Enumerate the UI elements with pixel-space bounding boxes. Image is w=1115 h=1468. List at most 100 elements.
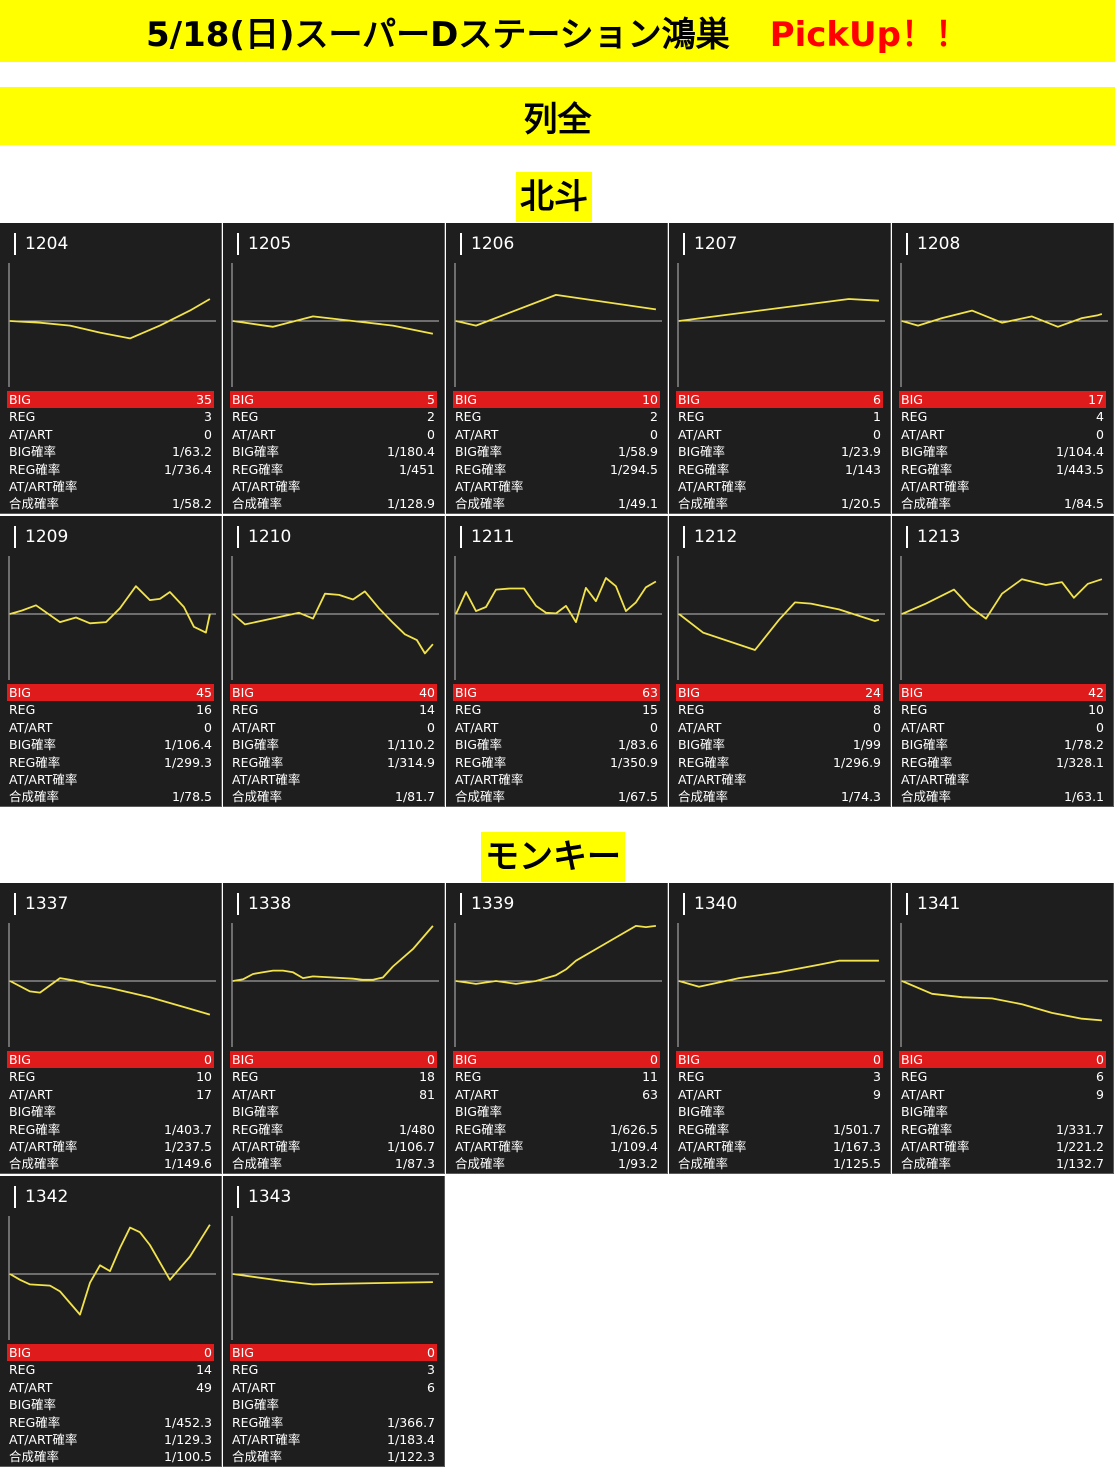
machine-card[interactable]: 1204 BIG 35 REG 3 AT/ART 0 BIG確率 1/63.2 REG確率 1/73… (0, 223, 222, 514)
stat-label: 合成確率 (455, 496, 506, 512)
stat-label: REG確率 (232, 461, 284, 477)
machine-card[interactable]: 1209 BIG 45 REG 16 AT/ART 0 BIG確率 1/106.4 REG確率 1/… (0, 516, 222, 807)
stat-value: 1/84.5 (1064, 496, 1104, 512)
reg-rate-row: REG確率 1/314.9 (230, 754, 437, 771)
total-rate-row: 合成確率 1/87.3 (230, 1155, 437, 1172)
stat-value: 1/63.2 (172, 444, 212, 460)
stat-value: 1/736.4 (164, 461, 212, 477)
stat-value: 18 (419, 1069, 435, 1085)
stat-value: 1/132.7 (1056, 1156, 1104, 1172)
at-rate-row: AT/ART確率 (230, 771, 437, 788)
big-rate-row: BIG確率 1/106.4 (7, 736, 214, 753)
big-row: BIG 0 (7, 1051, 214, 1069)
subtitle-banner: 列全 (0, 87, 1115, 145)
big-rate-row: BIG確率 1/23.9 (676, 443, 883, 460)
machine-card[interactable]: 1213 BIG 42 REG 10 AT/ART 0 BIG確率 1/78.2 REG確率 1/3… (892, 516, 1114, 807)
reg-row: REG 10 (899, 701, 1106, 718)
big-rate-row: BIG確率 (676, 1103, 883, 1120)
stat-value: 1/122.3 (387, 1449, 435, 1465)
at-rate-row: AT/ART確率 1/237.5 (7, 1138, 214, 1155)
machine-card[interactable]: 1337 BIG 0 REG 10 AT/ART 17 BIG確率 REG確率 1/403.7 AT… (0, 883, 222, 1174)
stat-label: AT/ART確率 (901, 478, 970, 494)
at-row: AT/ART 0 (453, 426, 660, 443)
machine-card[interactable]: 1342 BIG 0 REG 14 AT/ART 49 BIG確率 REG確率 1/452.3 AT… (0, 1176, 222, 1467)
slump-graph (454, 923, 662, 1047)
slump-graph (454, 556, 662, 680)
at-row: AT/ART 9 (676, 1086, 883, 1103)
machine-number: 1213 (906, 526, 960, 548)
section-title: モンキー (481, 832, 625, 882)
stat-value: 0 (873, 426, 881, 442)
machine-card[interactable]: 1208 BIG 17 REG 4 AT/ART 0 BIG確率 1/104.4 REG確率 1/4… (892, 223, 1114, 514)
big-rate-row: BIG確率 (230, 1396, 437, 1413)
stat-label: REG確率 (9, 461, 61, 477)
stat-label: BIG確率 (232, 737, 279, 753)
at-rate-row: AT/ART確率 (676, 478, 883, 495)
stat-label: REG確率 (455, 1121, 507, 1137)
total-rate-row: 合成確率 1/74.3 (676, 788, 883, 805)
stat-value: 1/328.1 (1056, 754, 1104, 770)
stat-value: 1/125.5 (833, 1156, 881, 1172)
total-rate-row: 合成確率 1/125.5 (676, 1155, 883, 1172)
machine-card[interactable]: 1338 BIG 0 REG 18 AT/ART 81 BIG確率 REG確率 1/480 AT/A… (223, 883, 445, 1174)
stat-value: 1/452.3 (164, 1414, 212, 1430)
stat-value: 0 (204, 426, 212, 442)
series-line (9, 298, 211, 340)
stat-label: 合成確率 (232, 1156, 283, 1172)
stat-label: BIG確率 (9, 444, 56, 460)
stat-value: 1/183.4 (387, 1431, 435, 1447)
stat-value: 1/74.3 (841, 789, 881, 805)
stat-label: REG確率 (678, 754, 730, 770)
stat-label: REG確率 (232, 754, 284, 770)
at-row: AT/ART 0 (453, 719, 660, 736)
stat-value: 1/87.3 (395, 1156, 435, 1172)
big-rate-row: BIG確率 1/110.2 (230, 736, 437, 753)
big-row: BIG 0 (230, 1344, 437, 1362)
reg-rate-row: REG確率 1/480 (230, 1121, 437, 1138)
stats-table: BIG 45 REG 16 AT/ART 0 BIG確率 1/106.4 REG確率 1/299.… (7, 684, 214, 806)
stat-value: 4 (1096, 409, 1104, 425)
at-rate-row: AT/ART確率 (7, 478, 214, 495)
machine-card[interactable]: 1212 BIG 24 REG 8 AT/ART 0 BIG確率 1/99 REG確率 1/296.… (669, 516, 891, 807)
big-row: BIG 17 (899, 391, 1106, 409)
stat-label: 合成確率 (678, 1156, 729, 1172)
stat-label: REG (901, 409, 928, 425)
stat-label: 合成確率 (232, 1449, 283, 1465)
machine-number: 1338 (237, 893, 291, 915)
at-row: AT/ART 17 (7, 1086, 214, 1103)
stat-value: 1/143 (844, 461, 881, 477)
machine-card[interactable]: 1340 BIG 0 REG 3 AT/ART 9 BIG確率 REG確率 1/501.7 AT/A… (669, 883, 891, 1174)
machine-card[interactable]: 1341 BIG 0 REG 6 AT/ART 9 BIG確率 REG確率 1/331.7 AT/A… (892, 883, 1114, 1174)
stat-label: AT/ART確率 (9, 771, 78, 787)
machine-card[interactable]: 1210 BIG 40 REG 14 AT/ART 0 BIG確率 1/110.2 REG確率 1/… (223, 516, 445, 807)
series-line (9, 585, 211, 634)
machine-card[interactable]: 1343 BIG 0 REG 3 AT/ART 6 BIG確率 REG確率 1/366.7 AT/A… (223, 1176, 445, 1467)
series-line (9, 977, 211, 1016)
at-rate-row: AT/ART確率 1/167.3 (676, 1138, 883, 1155)
stat-label: AT/ART (455, 1086, 499, 1102)
reg-rate-row: REG確率 1/143 (676, 461, 883, 478)
stat-label: 合成確率 (9, 496, 60, 512)
machine-card[interactable]: 1339 BIG 0 REG 11 AT/ART 63 BIG確率 REG確率 1/626.5 AT… (446, 883, 668, 1174)
stat-label: 合成確率 (901, 1156, 952, 1172)
stat-label: REG確率 (901, 754, 953, 770)
big-row: BIG 45 (7, 684, 214, 702)
stat-label: REG確率 (901, 1121, 953, 1137)
machine-card[interactable]: 1206 BIG 10 REG 2 AT/ART 0 BIG確率 1/58.9 REG確率 1/29… (446, 223, 668, 514)
series-line (678, 298, 879, 322)
series-line (232, 590, 434, 655)
machine-card[interactable]: 1207 BIG 6 REG 1 AT/ART 0 BIG確率 1/23.9 REG確率 1/143… (669, 223, 891, 514)
stat-value: 1/314.9 (387, 754, 435, 770)
stat-label: 合成確率 (232, 789, 283, 805)
stat-label: BIG (678, 685, 700, 700)
stat-value: 1/294.5 (610, 461, 658, 477)
stats-table: BIG 0 REG 14 AT/ART 49 BIG確率 REG確率 1/452.3 AT/ART… (7, 1344, 214, 1466)
total-rate-row: 合成確率 1/58.2 (7, 495, 214, 512)
stat-label: REG確率 (678, 1121, 730, 1137)
reg-rate-row: REG確率 1/501.7 (676, 1121, 883, 1138)
reg-row: REG 10 (7, 1068, 214, 1085)
reg-rate-row: REG確率 1/328.1 (899, 754, 1106, 771)
machine-card[interactable]: 1211 BIG 63 REG 15 AT/ART 0 BIG確率 1/83.6 REG確率 1/3… (446, 516, 668, 807)
series-line (455, 294, 657, 327)
machine-card[interactable]: 1205 BIG 5 REG 2 AT/ART 0 BIG確率 1/180.4 REG確率 1/45… (223, 223, 445, 514)
